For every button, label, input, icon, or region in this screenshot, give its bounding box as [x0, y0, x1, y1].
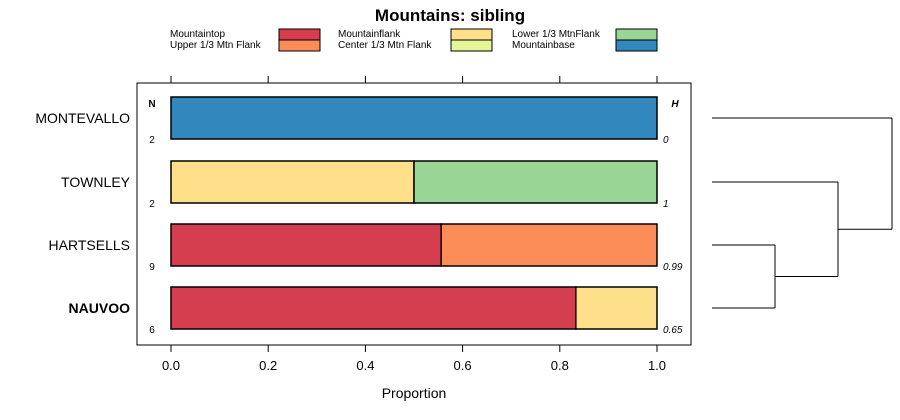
h-value-townley: 1: [663, 199, 669, 210]
dendrogram: [712, 117, 893, 309]
legend-swatch-lower-1-3-mtnflank: [615, 28, 658, 41]
h-value-nauvoo: 0.65: [663, 325, 683, 336]
h-value-montevallo: 0: [663, 135, 669, 146]
legend-label-lower-1-3-mtnflank: Lower 1/3 MtnFlank: [512, 29, 601, 40]
bars: MONTEVALLO 2 0 TOWNLEY 2 1 HARTSELLS 9 0.99 NAUVO…: [35, 96, 683, 336]
x-axis-label: Proportion: [382, 385, 447, 401]
x-tick-label: 1.0: [648, 358, 666, 373]
category-label-nauvoo: NAUVOO: [69, 300, 131, 316]
bar-hartsells-upper-1-3-mtn-flank: [440, 223, 658, 267]
legend-label-mountainflank: Mountainflank: [338, 29, 401, 40]
bar-townley-mountainflank: [170, 160, 415, 204]
bar-hartsells-mountaintop: [170, 223, 442, 267]
x-tick-label: 0.2: [259, 358, 277, 373]
bar-townley-lower-1-3-mtnflank: [413, 160, 658, 204]
plot-frame: [136, 82, 692, 346]
h-value-hartsells: 0.99: [663, 262, 683, 273]
x-tick-label: 0.4: [356, 358, 374, 373]
legend-label-upper-1-3-mtn-flank: Upper 1/3 Mtn Flank: [170, 40, 262, 51]
h-header: H: [671, 99, 679, 110]
bar-nauvoo-mountainflank: [575, 286, 658, 330]
category-label-montevallo: MONTEVALLO: [35, 110, 130, 126]
n-value-nauvoo: 6: [149, 325, 155, 336]
legend-swatch-mountainbase: [615, 39, 658, 52]
legend-swatch-mountainflank: [450, 28, 493, 41]
bar-montevallo-mountainbase: [170, 96, 658, 140]
n-header: N: [148, 99, 155, 110]
x-tick-label: 0.6: [454, 358, 472, 373]
x-tick-label: 0.0: [162, 358, 180, 373]
legend-label-mountaintop: Mountaintop: [170, 29, 225, 40]
axes: 0.0 0.2 0.4 0.6 0.8 1.0: [162, 76, 666, 373]
legend-swatch-upper-1-3-mtn-flank: [278, 39, 321, 52]
legend-swatch-mountaintop: [278, 28, 321, 41]
category-label-hartsells: HARTSELLS: [49, 237, 130, 253]
legend-swatch-center-1-3-mtn-flank: [450, 39, 493, 52]
bar-nauvoo-mountaintop: [170, 286, 577, 330]
n-value-montevallo: 2: [149, 135, 155, 146]
n-value-townley: 2: [149, 199, 155, 210]
x-tick-label: 0.8: [551, 358, 569, 373]
legend-label-center-1-3-mtn-flank: Center 1/3 Mtn Flank: [338, 40, 432, 51]
chart-title: Mountains: sibling: [375, 6, 525, 25]
n-value-hartsells: 9: [149, 262, 155, 273]
legend-label-mountainbase: Mountainbase: [512, 40, 575, 51]
category-label-townley: TOWNLEY: [61, 174, 131, 190]
